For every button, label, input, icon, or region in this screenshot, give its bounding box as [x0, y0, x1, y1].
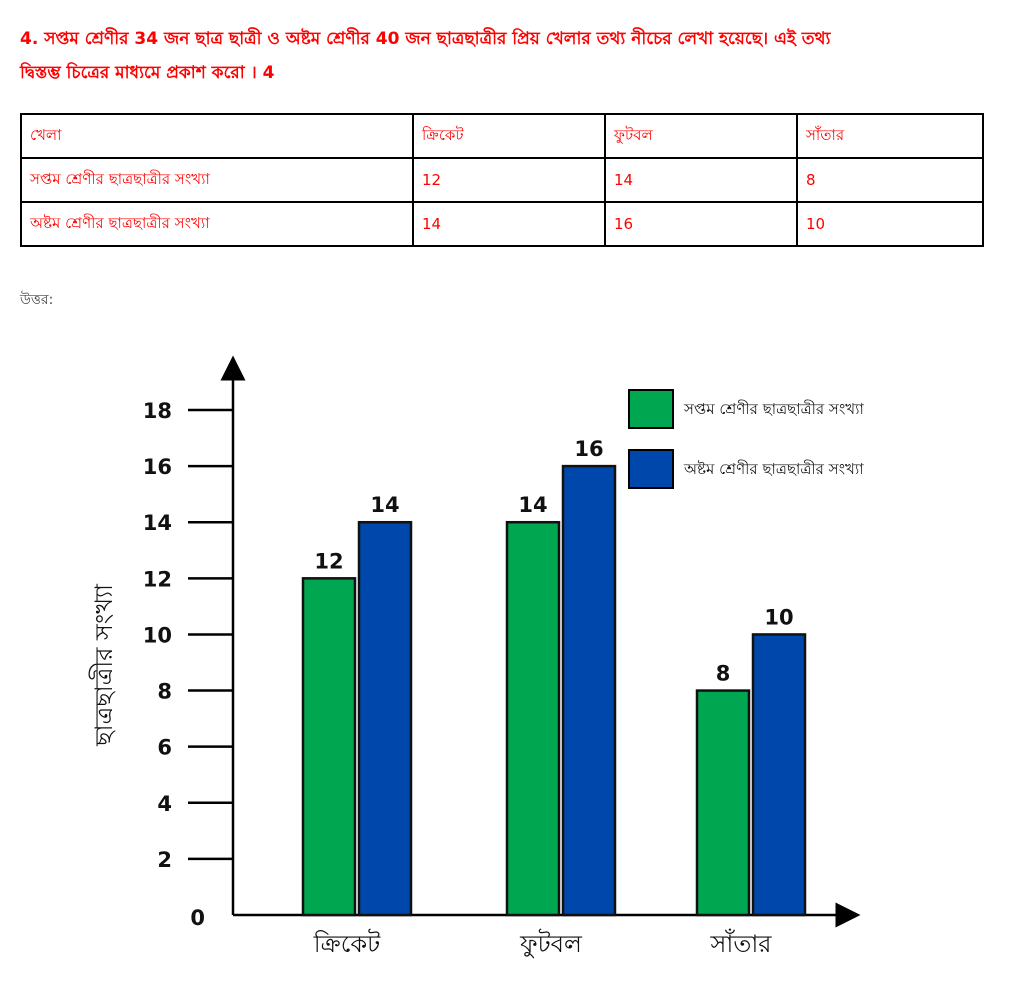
table-header-cell: ক্রিকেট — [412, 113, 606, 159]
bar-value-label: 14 — [370, 493, 399, 517]
table-header-cell: খেলা — [20, 113, 414, 159]
bar-value-label: 14 — [518, 493, 547, 517]
table-cell: 10 — [796, 201, 984, 247]
y-tick-label: 10 — [143, 623, 172, 647]
y-tick-label: 2 — [157, 848, 172, 872]
y-tick-label: 6 — [157, 736, 172, 760]
legend-label-series1: সপ্তম শ্রেণীর ছাত্রছাত্রীর সংখ্যা — [683, 400, 864, 418]
y-tick-label: 12 — [143, 567, 172, 591]
table-cell: অষ্টম শ্রেণীর ছাত্রছাত্রীর সংখ্যা — [20, 201, 414, 247]
question-text: 4. সপ্তম শ্রেণীর 34 জন ছাত্র ছাত্রী ও অষ… — [20, 22, 1000, 90]
table-row: অষ্টম শ্রেণীর ছাত্রছাত্রীর সংখ্যা 14 16 … — [20, 201, 984, 247]
legend-label-series2: অষ্টম শ্রেণীর ছাত্রছাত্রীর সংখ্যা — [683, 460, 864, 478]
y-tick-label: 4 — [157, 792, 172, 816]
y-tick-label: 16 — [143, 455, 172, 479]
table-cell: সপ্তম শ্রেণীর ছাত্রছাত্রীর সংখ্যা — [20, 157, 414, 203]
bar-value-label: 10 — [764, 605, 793, 629]
y-tick-label: 18 — [143, 399, 172, 423]
table-cell: 8 — [796, 157, 984, 203]
legend-swatch-series1 — [628, 389, 674, 429]
table-header-cell: ফুটবল — [604, 113, 798, 159]
legend: সপ্তম শ্রেণীর ছাত্রছাত্রীর সংখ্যা অষ্টম … — [628, 389, 864, 489]
y-axis-title: ছাত্রছাত্রীর সংখ্যা — [89, 583, 118, 747]
y-tick-label: 8 — [157, 680, 172, 704]
table-cell: 14 — [604, 157, 798, 203]
table-header-row: খেলা ক্রিকেট ফুটবল সাঁতার — [20, 113, 984, 159]
bar — [357, 520, 413, 917]
question-line-1: 4. সপ্তম শ্রেণীর 34 জন ছাত্র ছাত্রী ও অষ… — [20, 29, 831, 49]
x-category-labels: ক্রিকেট ফুটবল সাঁতার — [313, 929, 773, 958]
bar-value-label: 12 — [314, 549, 343, 573]
bar-value-label: 8 — [716, 662, 731, 686]
x-category-label: ফুটবল — [519, 929, 583, 958]
bar — [695, 689, 751, 917]
y-ticks: 0 2 4 6 8 10 12 14 16 18 — [143, 399, 233, 930]
bar — [561, 464, 617, 917]
y-tick-label: 14 — [143, 511, 172, 535]
table-row: সপ্তম শ্রেণীর ছাত্রছাত্রীর সংখ্যা 12 14 … — [20, 157, 984, 203]
data-table: খেলা ক্রিকেট ফুটবল সাঁতার সপ্তম শ্রেণীর … — [20, 113, 984, 247]
table-cell: 16 — [604, 201, 798, 247]
x-category-label: ক্রিকেট — [313, 929, 381, 958]
table-cell: 14 — [412, 201, 606, 247]
bars: 12 14 8 14 16 10 — [301, 437, 807, 917]
y-tick-label: 0 — [190, 906, 205, 930]
table-header-cell: সাঁতার — [796, 113, 984, 159]
question-line-2: দ্বিস্তম্ভ চিত্রের মাধ্যমে প্রকাশ করো । … — [20, 63, 275, 83]
bar — [751, 633, 807, 917]
bar-value-label: 16 — [574, 437, 603, 461]
answer-label: উত্তর: — [20, 292, 54, 308]
table-cell: 12 — [412, 157, 606, 203]
bar — [301, 577, 357, 917]
legend-swatch-series2 — [628, 449, 674, 489]
x-category-label: সাঁতার — [710, 929, 773, 958]
bar — [505, 520, 561, 917]
